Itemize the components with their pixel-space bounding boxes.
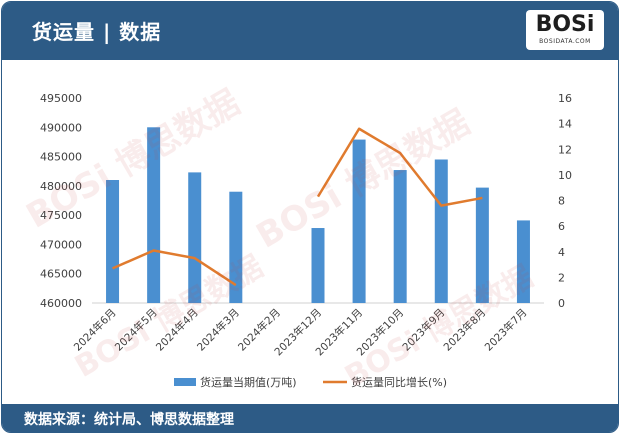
brand-logo: BOSi BOSIDATA.COM [526, 10, 604, 50]
x-tick-label: 2023年7月 [482, 306, 530, 354]
y-right-tick-label: 6 [558, 220, 565, 233]
bar [147, 127, 161, 304]
bar [475, 187, 489, 303]
footer-bar: 数据来源：统计局、博思数据整理 [2, 404, 618, 432]
y-right-tick-label: 14 [558, 118, 572, 131]
x-tick-label: 2024年5月 [112, 306, 160, 354]
y-left-tick-label: 485000 [40, 151, 82, 164]
logo-subtext: BOSIDATA.COM [539, 38, 591, 45]
y-right-tick-label: 12 [558, 143, 572, 156]
logo-word: BOSi [535, 12, 595, 37]
bar [106, 180, 120, 303]
bar [393, 170, 407, 303]
header-bar: 货运量 | 数据 BOSi BOSIDATA.COM [2, 2, 618, 60]
page-title: 货运量 | 数据 [32, 20, 162, 44]
bar [352, 139, 366, 303]
data-source: 数据来源：统计局、博思数据整理 [24, 412, 234, 428]
legend-bar-swatch [174, 378, 196, 386]
y-right-tick-label: 16 [558, 92, 572, 105]
x-tick-label: 2024年3月 [194, 306, 242, 354]
x-tick-label: 2023年9月 [400, 306, 448, 354]
y-left-tick-label: 495000 [40, 92, 82, 105]
line-series [112, 249, 237, 287]
bar [434, 159, 448, 303]
x-tick-label: 2023年8月 [441, 306, 489, 354]
y-left-tick-label: 480000 [40, 180, 82, 193]
chart-area: 460000 465000 470000 475000 480000 485000 4900… [2, 60, 618, 402]
x-tick-label: 2024年6月 [71, 306, 119, 354]
legend-line-label: 货运量同比增长(%) [351, 375, 447, 389]
combo-chart: 460000 465000 470000 475000 480000 485000 4900… [40, 92, 572, 389]
legend-bar-label: 货运量当期值(万吨) [200, 375, 297, 389]
y-right-tick-label: 0 [558, 297, 565, 310]
y-left-tick-label: 475000 [40, 209, 82, 222]
bar [229, 191, 243, 303]
y-right-tick-label: 2 [558, 271, 565, 284]
bar [188, 172, 202, 303]
y-left-tick-label: 460000 [40, 297, 82, 310]
y-right-tick-label: 4 [558, 246, 565, 259]
bar [311, 228, 325, 303]
y-left-tick-label: 470000 [40, 238, 82, 251]
y-left-tick-label: 490000 [40, 121, 82, 134]
y-right-tick-label: 10 [558, 169, 572, 182]
bar [516, 220, 530, 303]
y-left-tick-label: 465000 [40, 268, 82, 281]
y-right-tick-label: 8 [558, 195, 565, 208]
x-tick-label: 2024年4月 [153, 306, 201, 354]
